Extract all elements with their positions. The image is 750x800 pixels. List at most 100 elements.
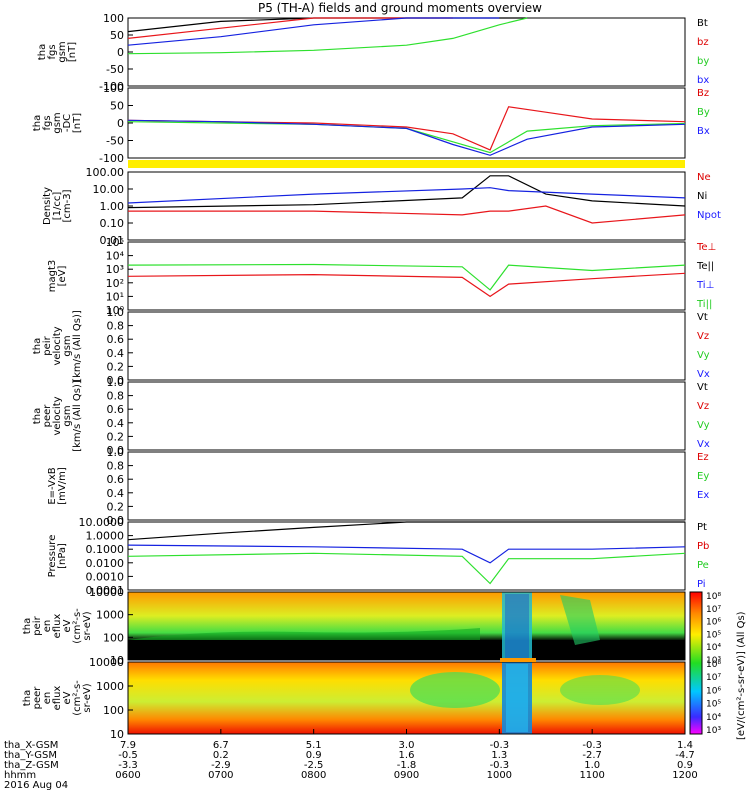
ylabel-spec_e-3: eflux [52,686,63,711]
ylabel-pressure-0: Pressure [47,535,58,578]
ylabel-spec_e-0: tha [22,690,33,706]
panel-pressure-frame [127,521,686,591]
ytick-efield-4: 0.2 [107,500,125,513]
ytick-ve-0: 1.0 [107,376,125,389]
figure-title: P5 (TH-A) fields and ground moments over… [258,1,542,15]
ephem-2-2: -2.5 [304,760,324,771]
series-line-12 [127,521,685,541]
cbtick-bottom-4: 10⁴ [706,713,721,723]
ytick-spec_e-0: 10000 [89,656,124,669]
ylabel-spec_i-4: eV [62,619,73,632]
ylabel-spec_i-1: peir [32,615,43,635]
ytick-vi-2: 0.6 [107,333,125,346]
cbtick-bottom-3: 10⁵ [706,700,721,710]
panel-fgs-frame [127,17,686,87]
ephem-0-1: 6.7 [213,740,229,751]
ylabel-spec_e-5: (cm²-s- [72,680,83,716]
ytick-fgs-1: 50 [110,29,124,42]
ylabel-fgs-1: fgs [47,44,58,59]
ytick-fgs-2: 0 [117,46,124,59]
ephem-label-1: tha_Y-GSM [4,750,57,761]
cbtick-top-4: 10⁴ [706,643,721,653]
ytick-efield-2: 0.6 [107,473,125,486]
ephem-2-1: -2.9 [211,760,231,771]
ephem-1-5: -2.7 [582,750,602,761]
ylabel-spec_i-0: tha [22,618,33,634]
legend-pressure-2: Pe [697,560,709,571]
ephem-3-1: 0700 [208,770,233,781]
ephem-1-4: 1.3 [491,750,507,761]
ephem-0-5: -0.3 [582,740,602,751]
ytick-density-4: 0.01 [100,234,125,247]
legend-vi-3: Vx [697,369,710,380]
legend-fgs_dc-2: Bx [697,126,710,137]
ylabel-density-0: Density [42,187,53,225]
series-line-13 [127,544,686,564]
series-line-5 [127,121,686,154]
ytick-spec_e-2: 100 [103,704,124,717]
ytick-spec_i-3: 10 [110,654,124,667]
series-line-6 [127,119,686,156]
legend-fgs-1: bz [697,37,709,48]
ephem-0-3: 3.0 [399,740,415,751]
ephem-1-3: 1.6 [399,750,415,761]
legend-ve-0: Vt [697,382,708,393]
legend-efield-2: Ex [697,490,709,501]
legend-pressure-1: Pb [697,541,709,552]
ylabel-ve-4: [km/s (All Qs)] [72,380,83,452]
ytick-spec_i-1: 1000 [96,609,124,622]
legend-temp-3: Ti|| [696,299,712,310]
ytick-pressure-0: 10.0000 [79,516,125,529]
ytick-ve-5: 0.0 [107,444,125,457]
ylabel-spec_e-1: peer [32,686,43,710]
ytick-fgs-0: 100 [103,12,124,25]
ylabel-ve-0: tha [32,408,43,424]
legend-density-2: Npot [697,210,721,221]
ytick-fgs_dc-4: -100 [99,152,124,165]
cbtick-bottom-2: 10⁶ [706,686,721,696]
legend-efield-0: Ez [697,452,709,463]
legend-efield-1: Ey [697,471,709,482]
ephem-3-5: 1100 [579,770,604,781]
ylabel-fgs_dc-1: fgs [42,115,53,130]
ephem-1-0: -0.5 [118,750,138,761]
ephem-2-0: -3.3 [118,760,138,771]
ephem-0-6: 1.4 [677,740,693,751]
panel-ve-frame [127,381,686,451]
ephem-0-2: 5.1 [306,740,322,751]
ytick-fgs_dc-0: 100 [103,82,124,95]
ephem-1-2: 0.9 [306,750,322,761]
ytick-fgs_dc-2: 0 [117,117,124,130]
cbtick-top-5: 10³ [706,656,721,666]
cbtick-bottom-1: 10⁷ [706,673,721,683]
legend-pressure-3: Pi [697,579,706,590]
ylabel-spec_i-3: eflux [52,614,63,639]
ytick-spec_i-0: 10000 [89,586,124,599]
cbtick-top-0: 10⁸ [706,592,721,602]
ylabel-efield-1: [mV/m] [57,467,68,505]
cbtick-bottom-5: 10³ [706,726,721,736]
ylabel-fgs_dc-4: [nT] [72,113,83,133]
colorbar-label: [eV/(cm²-s-sr-eV)] (All Qs) [736,611,747,740]
ylabel-ve-1: peer [42,404,53,428]
ytick-vi-3: 0.4 [107,347,125,360]
ylabel-vi-0: tha [32,338,43,354]
ephem-2-3: -1.8 [397,760,417,771]
ylabel-fgs_dc-2: gsm [52,112,63,133]
ytick-vi-0: 1.0 [107,306,125,319]
ytick-temp-3: 10² [106,277,124,290]
ytick-spec_e-3: 10 [110,728,124,741]
ylabel-density-1: [1/cc] [52,192,63,221]
legend-vi-0: Vt [697,312,708,323]
series-line-10 [127,263,686,291]
ytick-density-3: 0.10 [100,217,125,230]
ion-spectrogram [127,591,686,661]
legend-fgs-3: bx [697,75,709,86]
ylabel-spec_e-2: en [42,692,53,705]
series-line-14 [127,552,686,585]
ylabel-vi-2: velocity [52,326,63,365]
ytick-density-1: 10.00 [93,183,125,196]
ylabel-spec_i-6: sr-eV) [82,611,93,640]
legend-fgs-0: Bt [697,18,708,29]
ephem-label-0: tha_X-GSM [4,740,58,751]
